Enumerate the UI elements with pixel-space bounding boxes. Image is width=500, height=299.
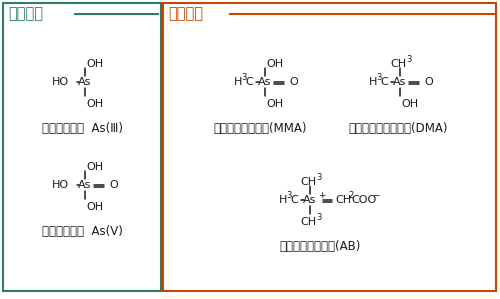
Text: 有機ヒ素: 有機ヒ素 (168, 7, 203, 22)
Text: O: O (289, 77, 298, 87)
Text: OH: OH (266, 59, 283, 69)
Text: C: C (380, 77, 388, 87)
Text: CH: CH (300, 217, 316, 227)
Text: OH: OH (86, 162, 103, 172)
Text: 3: 3 (286, 191, 292, 200)
Text: O: O (424, 77, 433, 87)
Text: As: As (304, 195, 316, 205)
Text: −: − (372, 190, 380, 199)
Text: H: H (278, 195, 287, 205)
Text: 3: 3 (316, 213, 322, 222)
Text: 三酸化二ヒ素  As(Ⅲ): 三酸化二ヒ素 As(Ⅲ) (42, 122, 122, 135)
Text: OH: OH (86, 59, 103, 69)
Text: 3: 3 (316, 173, 322, 182)
Text: C: C (290, 195, 298, 205)
Text: メチルアルソン酸(MMA): メチルアルソン酸(MMA) (213, 122, 307, 135)
Text: 無機ヒ素: 無機ヒ素 (8, 7, 43, 22)
Text: As: As (78, 180, 92, 190)
Text: +: + (318, 190, 326, 199)
Text: 3: 3 (241, 73, 246, 82)
Text: As: As (258, 77, 272, 87)
Text: 3: 3 (406, 55, 411, 64)
Bar (3, 3, 161, 291)
Text: H: H (234, 77, 242, 87)
Text: OH: OH (266, 99, 283, 109)
Text: As: As (394, 77, 406, 87)
Text: H: H (368, 77, 377, 87)
Text: CH: CH (335, 195, 351, 205)
Text: 3: 3 (376, 73, 382, 82)
Text: OH: OH (401, 99, 418, 109)
Text: OH: OH (86, 99, 103, 109)
Text: CH: CH (390, 59, 406, 69)
Text: 2: 2 (348, 191, 353, 200)
Text: HO: HO (52, 180, 69, 190)
Text: As: As (78, 77, 92, 87)
Text: 五酸化二ヒ素  As(Ⅴ): 五酸化二ヒ素 As(Ⅴ) (42, 225, 122, 238)
Text: O: O (109, 180, 118, 190)
Text: ジメチルアルシン酸(DMA): ジメチルアルシン酸(DMA) (348, 122, 448, 135)
Text: C: C (245, 77, 253, 87)
Bar (163, 3, 496, 291)
Text: COO: COO (351, 195, 376, 205)
Text: CH: CH (300, 177, 316, 187)
Text: OH: OH (86, 202, 103, 212)
Text: HO: HO (52, 77, 69, 87)
Text: アルセノベタイン(AB): アルセノベタイン(AB) (280, 240, 360, 253)
